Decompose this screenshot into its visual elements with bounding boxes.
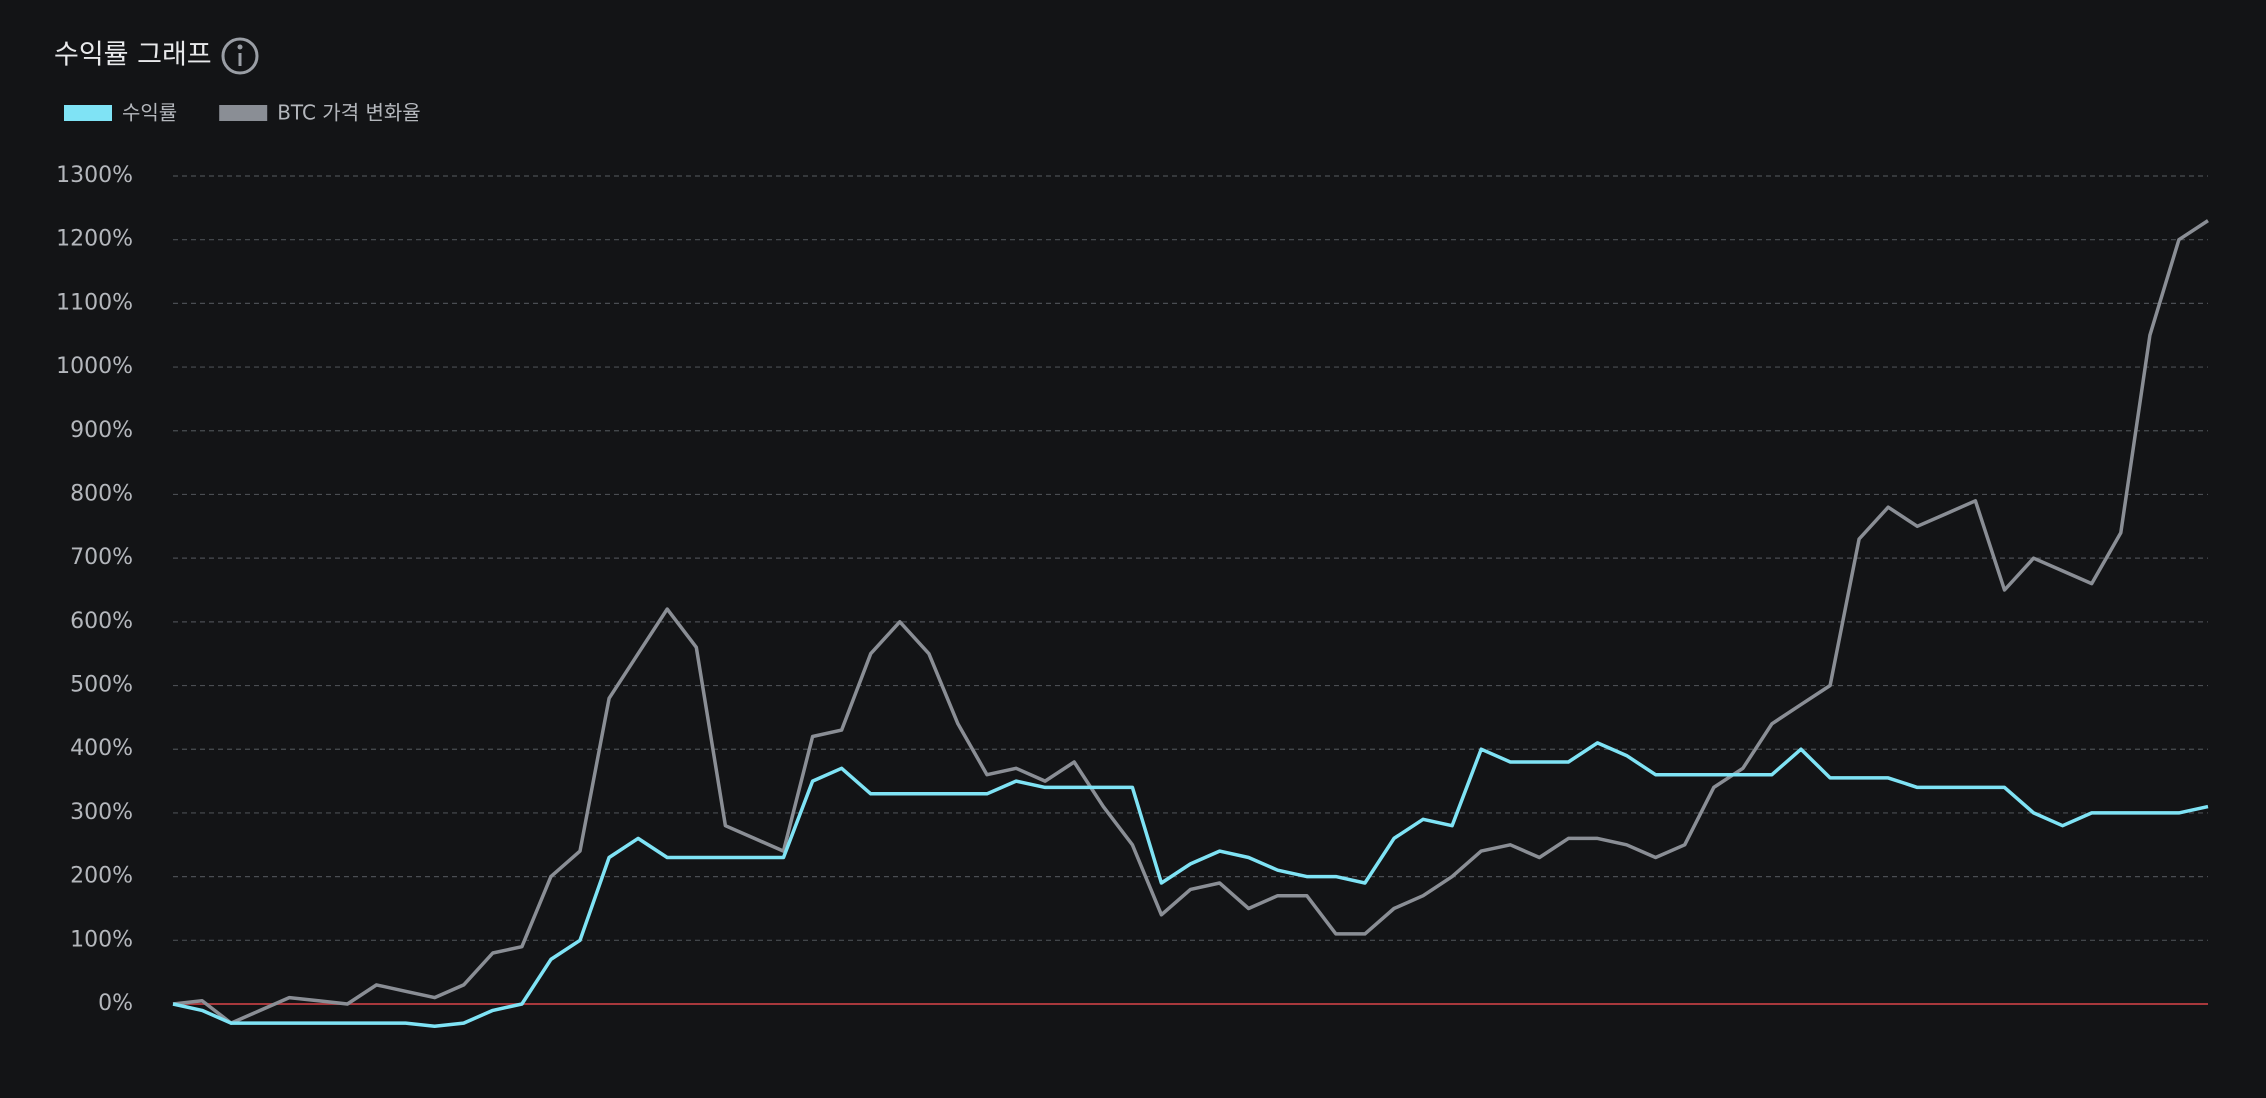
- legend-swatch: [219, 105, 268, 121]
- series-line: [172, 741, 2209, 1029]
- legend-label: BTC 가격 변화율: [277, 101, 420, 125]
- legend-label: 수익률: [122, 101, 177, 125]
- y-tick-label: 600%: [70, 609, 133, 634]
- y-tick-label: 1200%: [56, 227, 133, 252]
- y-tick-label: 1000%: [56, 354, 133, 379]
- y-tick-label: 0%: [98, 991, 133, 1016]
- y-tick-label: 700%: [70, 545, 133, 570]
- y-tick-label: 100%: [70, 927, 133, 952]
- chart-title: 수익률 그래프: [54, 40, 212, 71]
- y-tick-label: 300%: [70, 800, 133, 825]
- y-tick-label: 900%: [70, 418, 133, 443]
- series-line: [172, 219, 2209, 1025]
- info-circle: [221, 37, 259, 75]
- info-dot: [237, 44, 243, 50]
- y-tick-label: 500%: [70, 673, 133, 698]
- y-tick-label: 200%: [70, 864, 133, 889]
- y-tick-label: 1300%: [56, 163, 133, 188]
- y-tick-label: 1100%: [56, 290, 133, 315]
- y-tick-label: 800%: [70, 481, 133, 506]
- legend-swatch: [64, 105, 112, 121]
- y-tick-label: 400%: [70, 736, 133, 761]
- info-icon[interactable]: [221, 37, 259, 75]
